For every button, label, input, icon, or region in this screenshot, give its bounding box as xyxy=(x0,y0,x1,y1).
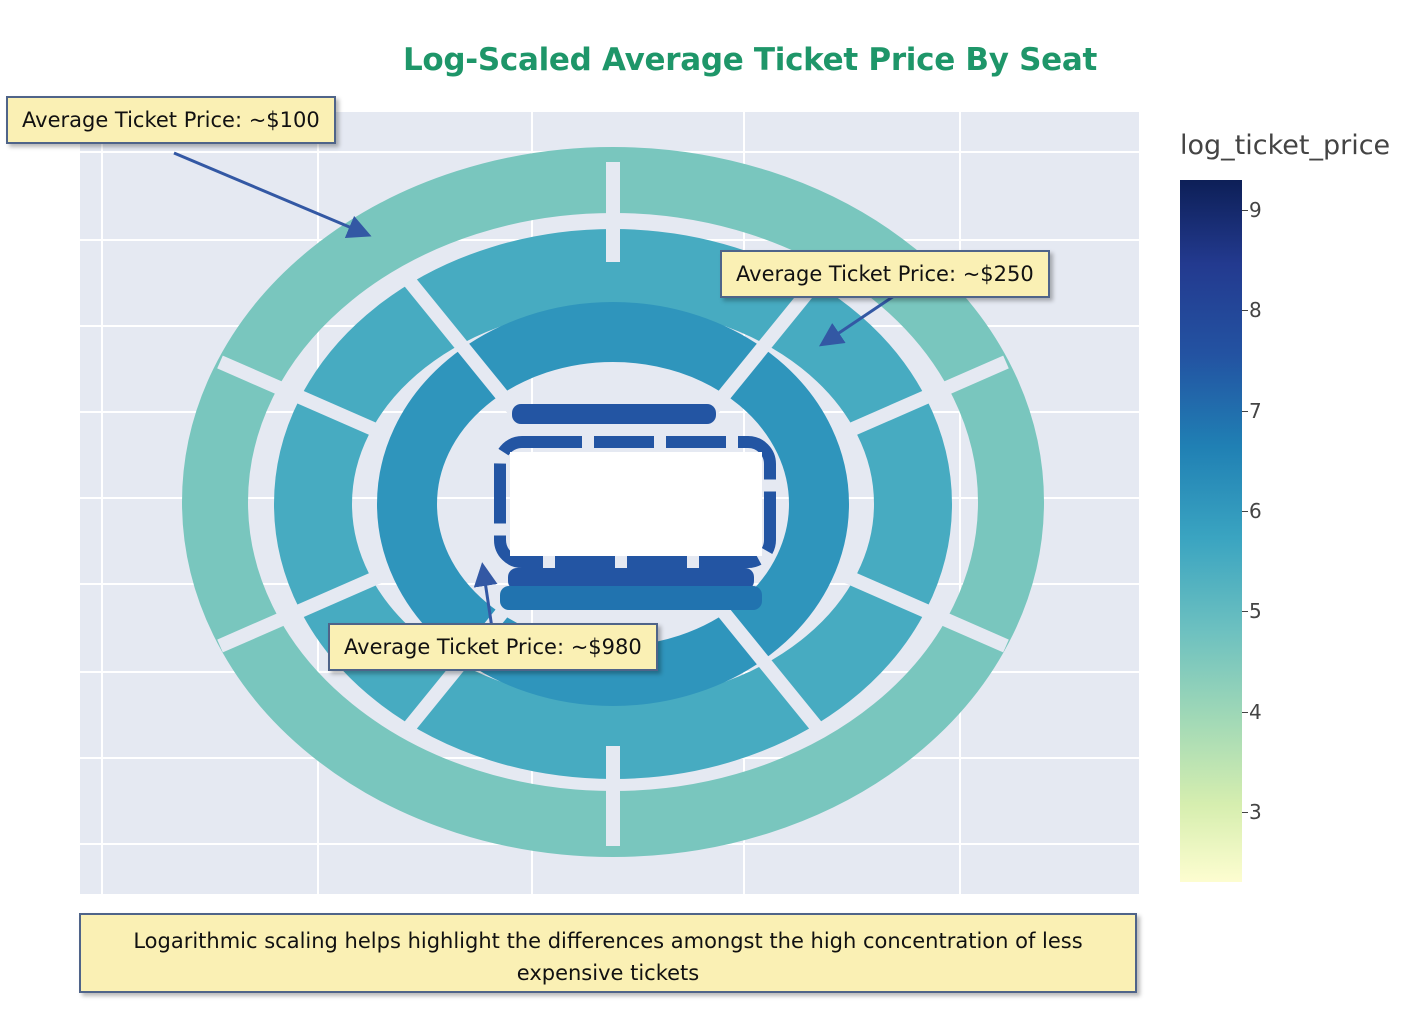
colorbar-tick xyxy=(1242,210,1248,212)
field-row-bottom xyxy=(508,568,754,590)
colorbar-tick-label: 9 xyxy=(1249,198,1262,223)
plot-area[interactable] xyxy=(80,112,1139,894)
colorbar-tick-label: 4 xyxy=(1249,699,1262,724)
colorbar-title: log_ticket_price xyxy=(1180,130,1391,161)
seat-sections xyxy=(182,147,1044,857)
aisle-gap-6 xyxy=(217,569,383,653)
field-ring xyxy=(494,436,776,568)
callout-upper-tier: Average Ticket Price: ~$100 xyxy=(6,96,336,144)
field-row-bottom-outer xyxy=(500,586,762,610)
aisle-gap-4 xyxy=(217,355,383,439)
callout-middle-tier: Average Ticket Price: ~$250 xyxy=(720,250,1050,298)
colorbar-tick xyxy=(1242,410,1248,412)
aisle-gap-7 xyxy=(843,569,1009,653)
seat-map-svg xyxy=(80,112,1139,894)
field-row-top xyxy=(512,404,716,424)
lower-tier-ring xyxy=(377,302,849,706)
colorbar-tick-label: 7 xyxy=(1249,398,1262,423)
callout-field-level: Average Ticket Price: ~$980 xyxy=(328,623,658,671)
colorbar-tick xyxy=(1242,510,1248,512)
field xyxy=(510,452,762,556)
colorbar-tick-label: 6 xyxy=(1249,498,1262,523)
colorbar-tick-label: 3 xyxy=(1249,799,1262,824)
colorbar-tick-label: 8 xyxy=(1249,298,1262,323)
colorbar-tick xyxy=(1242,711,1248,713)
colorbar-tick xyxy=(1242,611,1248,613)
aisle-gap-5 xyxy=(843,355,1009,439)
colorbar-tick xyxy=(1242,310,1248,312)
colorbar-tick xyxy=(1242,811,1248,813)
colorbar xyxy=(1180,180,1242,882)
colorbar-tick-label: 5 xyxy=(1249,599,1262,624)
middle-tier-ring xyxy=(274,229,952,779)
chart-title: Log-Scaled Average Ticket Price By Seat xyxy=(402,42,1098,78)
footnote: Logarithmic scaling helps highlight the … xyxy=(79,913,1137,993)
